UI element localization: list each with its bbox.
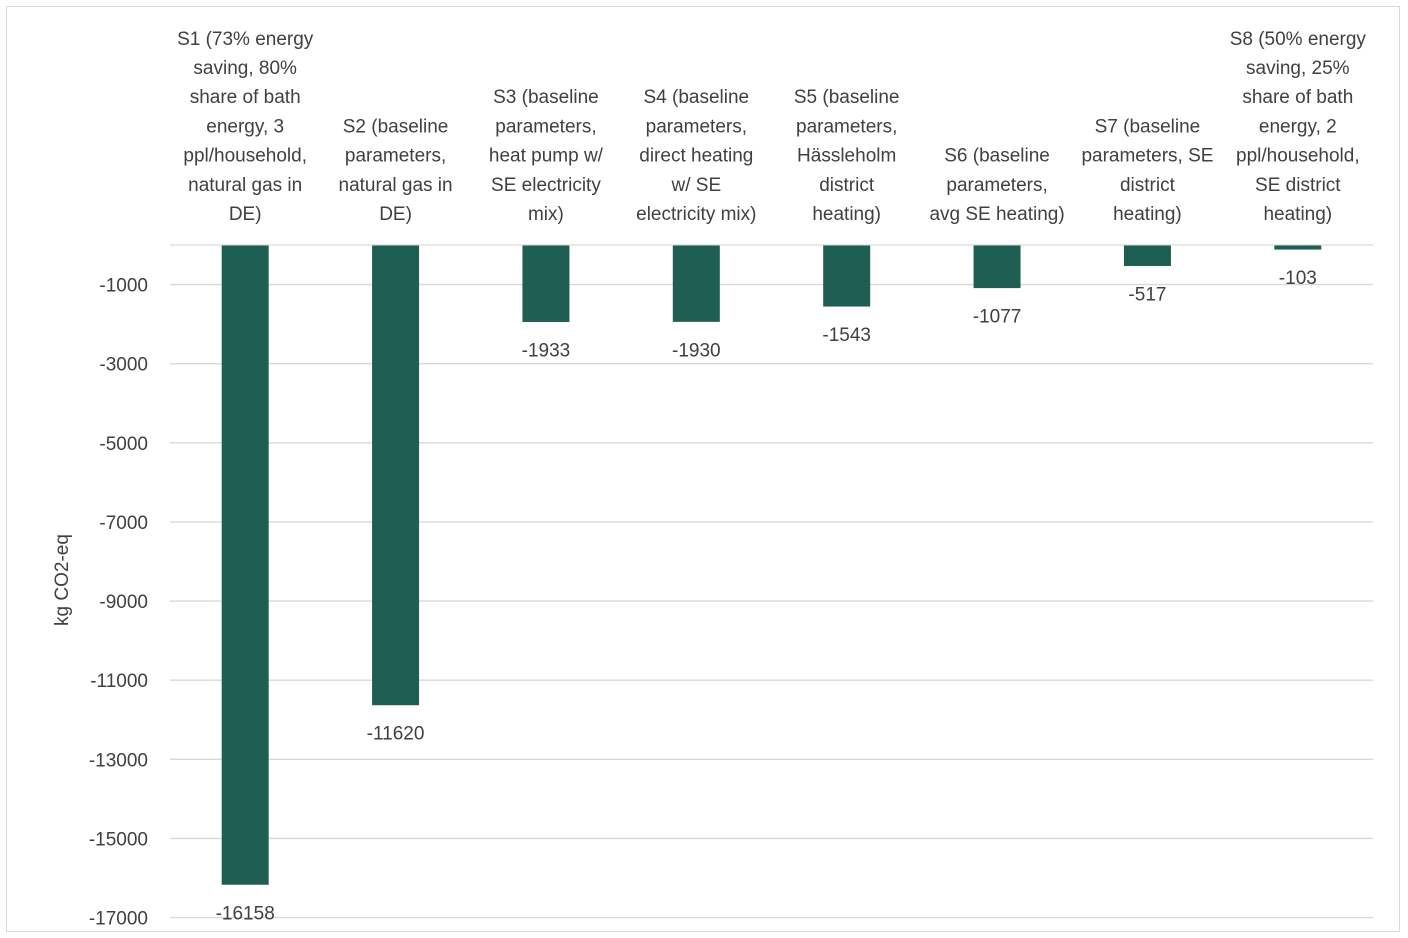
- category-label: S2 (baseline parameters, natural gas in DE): [339, 116, 453, 225]
- bar: [973, 245, 1021, 289]
- category-label: S8 (50% energy saving, 25% share of bath en…: [1230, 29, 1367, 225]
- data-label: -11620: [367, 724, 425, 745]
- category-label: S7 (baseline parameters, SE district heatin…: [1081, 116, 1213, 225]
- category-labels: S1 (73% energy saving, 80% share of bath en…: [177, 29, 1366, 225]
- data-label: -1077: [973, 307, 1022, 328]
- y-tick-label: -5000: [99, 434, 148, 455]
- y-tick-label: -7000: [99, 513, 148, 534]
- y-tick-label: -1000: [99, 276, 148, 297]
- data-labels: -16158 -11620 -1933 -1930 -1543 -1077 -517 -103: [216, 268, 1317, 924]
- bars: [221, 245, 1322, 885]
- category-label: S1 (73% energy saving, 80% share of bath en…: [177, 29, 314, 225]
- category-label: S4 (baseline parameters, direct heating w/ …: [636, 87, 756, 225]
- gridlines: [170, 244, 1373, 919]
- bar: [221, 245, 269, 885]
- data-label: -1930: [672, 340, 721, 361]
- bar: [1123, 245, 1171, 266]
- y-tick-label: -3000: [99, 355, 148, 376]
- category-label: S3 (baseline parameters, heat pump w/SE el…: [489, 87, 604, 225]
- y-tick-label: -9000: [99, 592, 148, 613]
- bar: [522, 245, 570, 322]
- bar: [823, 245, 871, 307]
- y-tick-label: -13000: [89, 750, 148, 771]
- data-label: -1933: [522, 340, 571, 361]
- data-label: -517: [1128, 284, 1166, 305]
- data-label: -16158: [216, 903, 275, 924]
- y-tick-label: -17000: [89, 909, 148, 930]
- y-tick-label: -11000: [90, 671, 148, 692]
- category-label: S6 (baseline parameters, avg SE heating): [929, 146, 1064, 225]
- bar: [372, 245, 420, 706]
- y-tick-label: -15000: [89, 829, 148, 850]
- data-label: -1543: [822, 325, 871, 346]
- bar: [672, 245, 720, 322]
- category-label: S5 (baseline parameters, Hässleholm distric…: [794, 87, 900, 225]
- data-label: -103: [1279, 268, 1317, 289]
- y-axis-title: kg CO2-eq: [52, 534, 73, 626]
- y-axis-ticks: -1000 -3000 -5000 -7000 -9000 -11000 -13000 -15…: [89, 276, 148, 930]
- bar: [1274, 245, 1322, 250]
